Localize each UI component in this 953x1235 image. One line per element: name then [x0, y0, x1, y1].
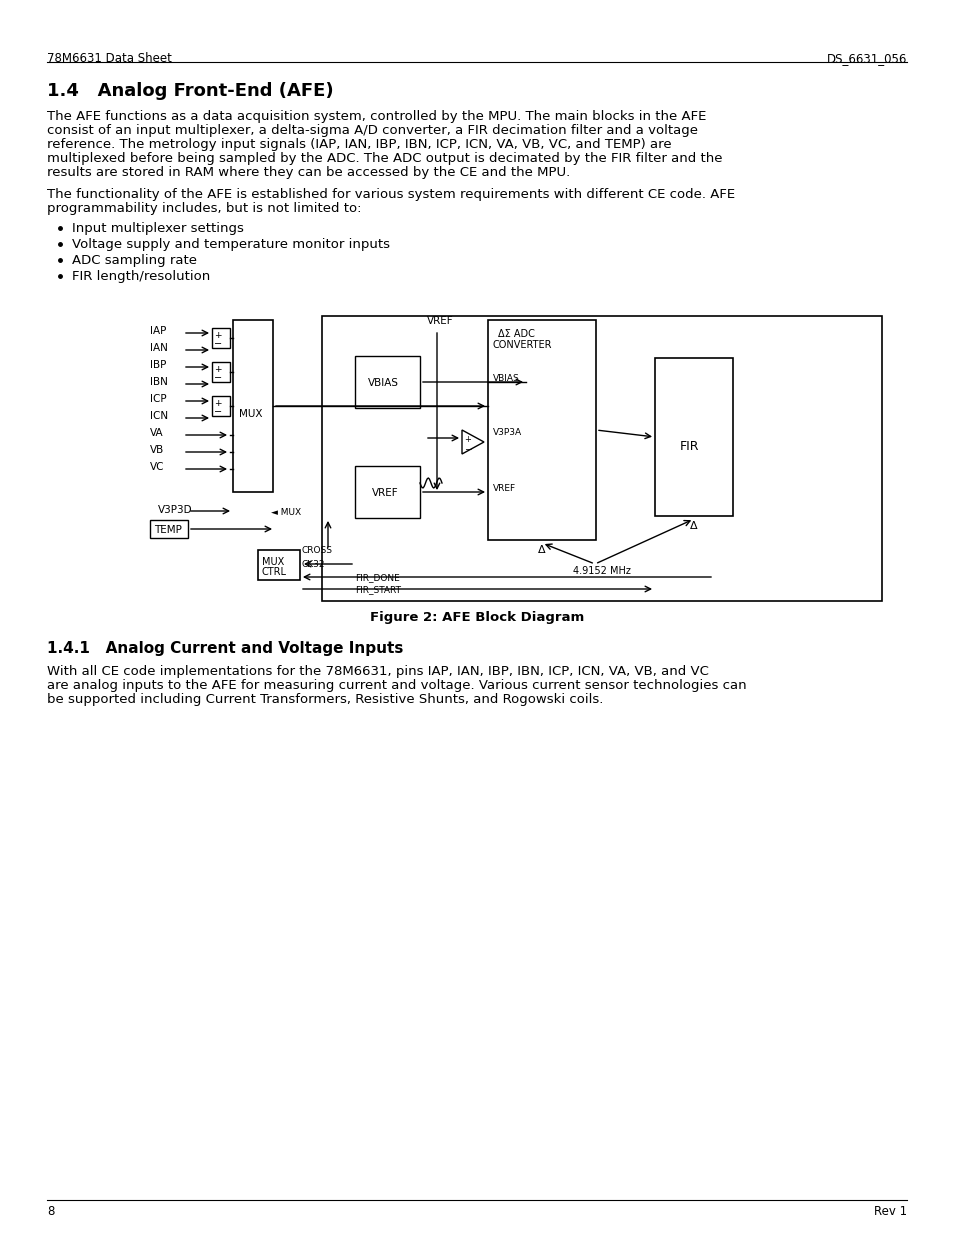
Text: VREF: VREF — [493, 484, 516, 493]
Text: 4.9152 MHz: 4.9152 MHz — [573, 566, 630, 576]
Text: Voltage supply and temperature monitor inputs: Voltage supply and temperature monitor i… — [71, 238, 390, 251]
Text: CONVERTER: CONVERTER — [493, 340, 552, 350]
Text: ΔΣ ADC: ΔΣ ADC — [497, 329, 535, 338]
Text: reference. The metrology input signals (IAP, IAN, IBP, IBN, ICP, ICN, VA, VB, VC: reference. The metrology input signals (… — [47, 138, 671, 151]
Text: 8: 8 — [47, 1205, 54, 1218]
Text: −: − — [463, 445, 471, 453]
Text: The functionality of the AFE is established for various system requirements with: The functionality of the AFE is establis… — [47, 188, 735, 201]
Text: CK32: CK32 — [302, 559, 325, 569]
Text: −: − — [213, 338, 222, 350]
Text: DS_6631_056: DS_6631_056 — [825, 52, 906, 65]
Text: IBN: IBN — [150, 377, 168, 387]
Bar — [488, 320, 596, 540]
Text: ICP: ICP — [150, 394, 167, 404]
Bar — [233, 320, 273, 492]
Text: IAN: IAN — [150, 343, 168, 353]
Text: ICN: ICN — [150, 411, 168, 421]
Bar — [212, 362, 230, 382]
Text: programmability includes, but is not limited to:: programmability includes, but is not lim… — [47, 203, 361, 215]
Text: +: + — [213, 399, 221, 408]
Text: −: − — [213, 373, 222, 383]
Text: IBP: IBP — [150, 359, 166, 370]
Bar — [355, 356, 419, 408]
Text: VREF: VREF — [427, 316, 453, 326]
Text: are analog inputs to the AFE for measuring current and voltage. Various current : are analog inputs to the AFE for measuri… — [47, 679, 746, 692]
Text: FIR_START: FIR_START — [355, 585, 400, 594]
Text: +: + — [463, 435, 471, 445]
Text: With all CE code implementations for the 78M6631, pins IAP, IAN, IBP, IBN, ICP, : With all CE code implementations for the… — [47, 664, 708, 678]
Text: CTRL: CTRL — [262, 567, 287, 577]
Text: ADC sampling rate: ADC sampling rate — [71, 254, 196, 267]
Text: MUX: MUX — [262, 557, 284, 567]
Text: multiplexed before being sampled by the ADC. The ADC output is decimated by the : multiplexed before being sampled by the … — [47, 152, 721, 165]
Text: VC: VC — [150, 462, 164, 472]
Text: Rev 1: Rev 1 — [873, 1205, 906, 1218]
Bar — [150, 520, 188, 538]
Text: 1.4.1   Analog Current and Voltage Inputs: 1.4.1 Analog Current and Voltage Inputs — [47, 641, 403, 656]
Bar — [212, 396, 230, 416]
Text: FIR: FIR — [679, 440, 699, 453]
Text: ◄ MUX: ◄ MUX — [271, 508, 301, 517]
Bar — [355, 466, 419, 517]
Text: V3P3A: V3P3A — [493, 429, 521, 437]
Text: Δ: Δ — [689, 521, 697, 531]
Text: FIR length/resolution: FIR length/resolution — [71, 270, 210, 283]
Text: VB: VB — [150, 445, 164, 454]
Text: VBIAS: VBIAS — [368, 378, 398, 388]
Text: VREF: VREF — [372, 488, 398, 498]
Text: VA: VA — [150, 429, 164, 438]
Text: +: + — [213, 331, 221, 340]
Text: Input multiplexer settings: Input multiplexer settings — [71, 222, 244, 235]
Bar — [257, 550, 299, 580]
Text: −: − — [213, 408, 222, 417]
Text: +: + — [213, 366, 221, 374]
Text: 78M6631 Data Sheet: 78M6631 Data Sheet — [47, 52, 172, 65]
Bar — [655, 358, 732, 516]
Text: The AFE functions as a data acquisition system, controlled by the MPU. The main : The AFE functions as a data acquisition … — [47, 110, 705, 124]
Text: results are stored in RAM where they can be accessed by the CE and the MPU.: results are stored in RAM where they can… — [47, 165, 570, 179]
Text: TEMP: TEMP — [153, 525, 182, 535]
Text: FIR_DONE: FIR_DONE — [355, 573, 399, 582]
Text: Δ: Δ — [537, 545, 545, 555]
Text: MUX: MUX — [239, 409, 262, 419]
Bar — [212, 329, 230, 348]
Polygon shape — [461, 430, 483, 454]
Text: be supported including Current Transformers, Resistive Shunts, and Rogowski coil: be supported including Current Transform… — [47, 693, 602, 706]
Text: CROSS: CROSS — [302, 546, 333, 555]
Text: consist of an input multiplexer, a delta-sigma A/D converter, a FIR decimation f: consist of an input multiplexer, a delta… — [47, 124, 698, 137]
Bar — [322, 316, 882, 601]
Text: Figure 2: AFE Block Diagram: Figure 2: AFE Block Diagram — [370, 611, 583, 624]
Text: IAP: IAP — [150, 326, 166, 336]
Text: 1.4   Analog Front-End (AFE): 1.4 Analog Front-End (AFE) — [47, 82, 334, 100]
Text: V3P3D: V3P3D — [158, 505, 193, 515]
Text: VBIAS: VBIAS — [493, 374, 519, 383]
